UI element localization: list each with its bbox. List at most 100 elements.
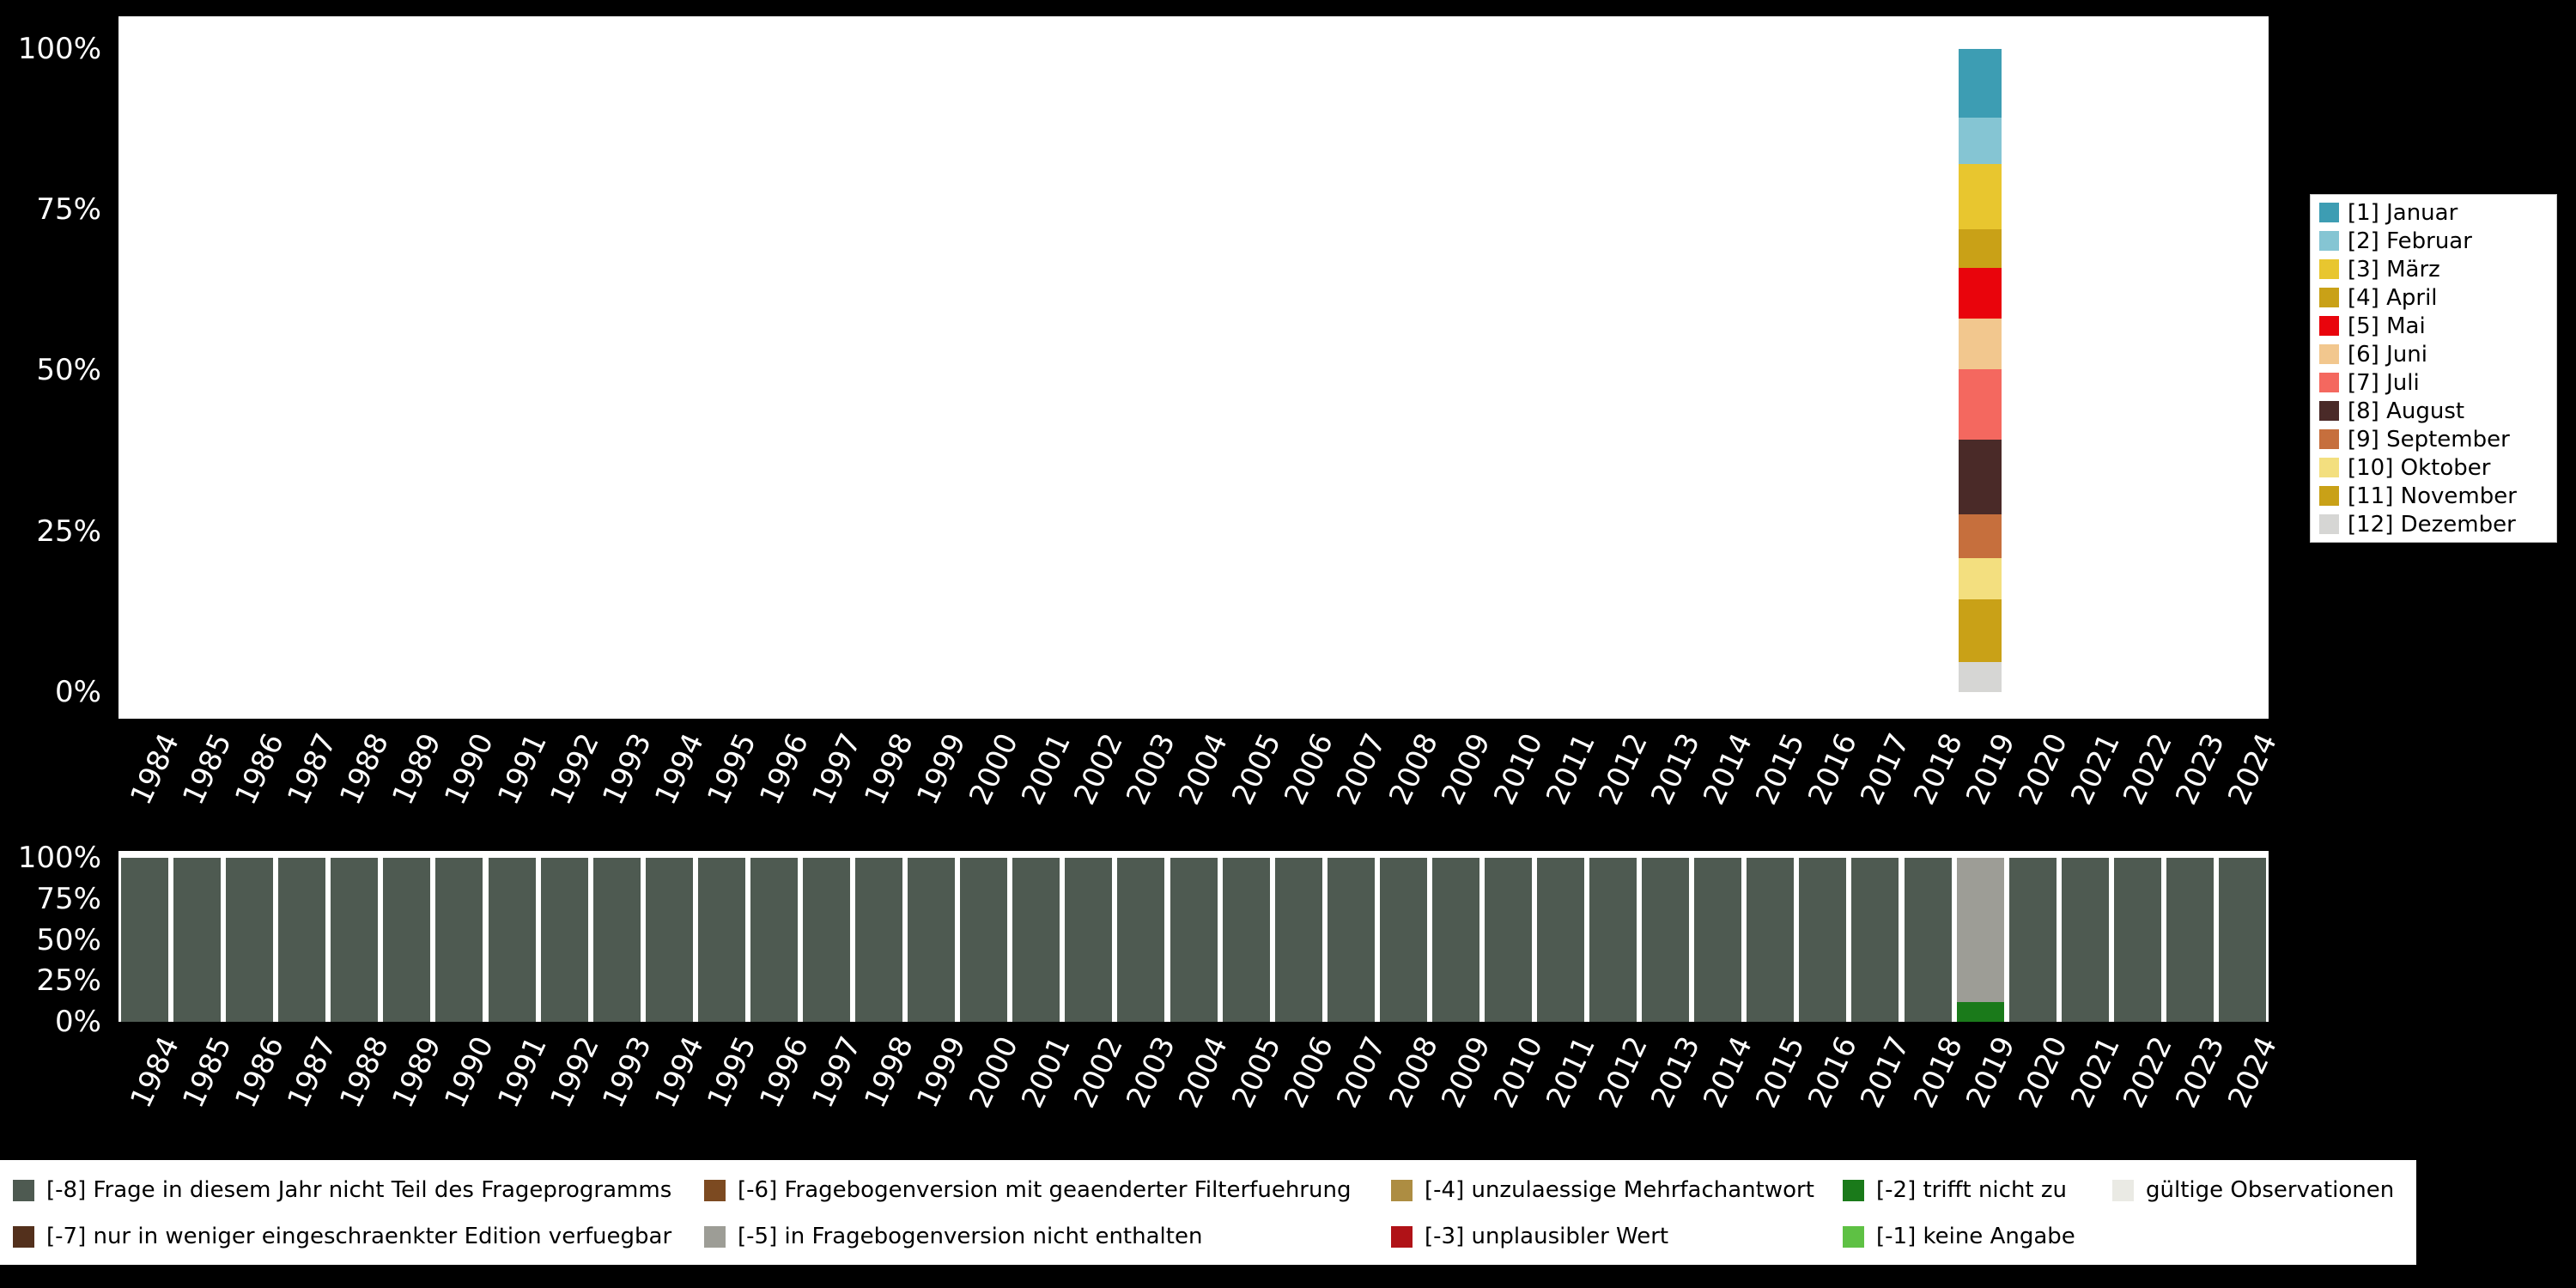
missing-chart-xtick-label: 2004	[1172, 1031, 1236, 1114]
month-chart-xtick-label: 2024	[2221, 728, 2284, 811]
legend-color-swatch	[1843, 1225, 1864, 1248]
month-chart-xtick-label: 2010	[1487, 728, 1550, 811]
month-chart-xtick-label: 2023	[2169, 728, 2232, 811]
legend-color-swatch	[1391, 1179, 1413, 1201]
month-chart-xtick-label: 2005	[1224, 728, 1288, 811]
missing-segment	[1589, 858, 1637, 1022]
missing-legend-item: [-5] in Fragebogenversion nicht enthalte…	[704, 1224, 1202, 1249]
missing-chart-xtick-label: 2013	[1644, 1031, 1708, 1114]
missing-bar	[121, 858, 169, 1022]
month-chart-xtick-label: 2007	[1329, 728, 1393, 811]
month-chart-xtick-label: 1984	[124, 728, 186, 811]
month-stacked-bar-2019	[1959, 49, 2002, 692]
month-legend: [1] Januar [2] Februar [3] März [4] April [5…	[2310, 194, 2557, 543]
month-chart-xtick-label: 2008	[1382, 728, 1445, 811]
missing-bar	[383, 858, 431, 1022]
missing-segment	[1956, 858, 2004, 1002]
month-chart-xtick-label: 2020	[2011, 728, 2075, 811]
missing-chart-xtick-label: 1991	[490, 1031, 554, 1114]
missing-chart-xtick-label: 2014	[1697, 1031, 1760, 1114]
missing-chart-xtick-label: 2022	[2116, 1031, 2179, 1114]
legend-color-swatch	[2319, 259, 2339, 279]
month-chart-xtick-label: 2003	[1120, 728, 1183, 811]
legend-color-swatch	[704, 1225, 726, 1248]
month-legend-item: [8] August	[2319, 397, 2548, 425]
missing-bar	[1589, 858, 1637, 1022]
month-segment	[1959, 599, 2002, 662]
legend-color-swatch	[2319, 486, 2339, 506]
missing-chart-xtick-label: 1984	[124, 1031, 186, 1114]
missing-bar	[592, 858, 641, 1022]
month-legend-item: [7] Juli	[2319, 368, 2548, 397]
missing-chart-xtick-label: 2012	[1592, 1031, 1656, 1114]
month-legend-label: [8] August	[2348, 398, 2465, 424]
legend-color-swatch	[2319, 316, 2339, 336]
legend-color-swatch	[2319, 288, 2339, 307]
month-legend-label: [7] Juli	[2348, 369, 2420, 396]
missing-legend-item: [-7] nur in weniger eingeschraenkter Edi…	[13, 1224, 671, 1249]
month-segment	[1959, 319, 2002, 369]
missing-segment	[1327, 858, 1375, 1022]
missing-bar	[1065, 858, 1113, 1022]
month-chart-xtick-label: 2009	[1434, 728, 1498, 811]
month-chart-xtick-label: 1998	[858, 728, 921, 811]
missing-bar	[1956, 858, 2004, 1022]
missing-segment	[697, 858, 745, 1022]
missing-chart-xtick-label: 2019	[1959, 1031, 2022, 1114]
month-legend-item: [10] Oktober	[2319, 453, 2548, 482]
month-chart-xtick-label: 2019	[1959, 728, 2022, 811]
missing-chart-xtick-label: 2007	[1329, 1031, 1393, 1114]
missing-chart-xtick-label: 2024	[2221, 1031, 2284, 1114]
month-chart-ytick-label: 100%	[17, 32, 101, 66]
missing-segment	[488, 858, 536, 1022]
month-segment	[1959, 268, 2002, 319]
missing-bar	[540, 858, 588, 1022]
missing-chart-xtick-label: 1986	[228, 1031, 292, 1114]
missing-bar	[1799, 858, 1847, 1022]
missing-chart-xtick-label: 1997	[805, 1031, 868, 1114]
missing-chart-ytick-label: 25%	[36, 963, 101, 998]
missing-bar	[855, 858, 903, 1022]
month-segment	[1959, 49, 2002, 118]
missing-segment	[1799, 858, 1847, 1022]
missing-legend-label: [-8] Frage in diesem Jahr nicht Teil des…	[46, 1177, 672, 1203]
month-chart-xtick-label: 2012	[1592, 728, 1656, 811]
missing-segment	[1012, 858, 1060, 1022]
missing-legend-label: [-6] Fragebogenversion mit geaenderter F…	[738, 1177, 1352, 1203]
missing-chart-xtick-label: 1992	[543, 1031, 606, 1114]
month-legend-item: [1] Januar	[2319, 198, 2548, 227]
missing-legend-label: [-2] trifft nicht zu	[1876, 1177, 2068, 1203]
missing-chart-xtick-label: 2015	[1749, 1031, 1813, 1114]
month-chart-ytick-label: 50%	[36, 353, 101, 387]
month-chart-xtick-label: 2015	[1749, 728, 1813, 811]
month-legend-item: [11] November	[2319, 482, 2548, 510]
missing-bar	[1274, 858, 1322, 1022]
missing-chart-xtick-label: 2005	[1224, 1031, 1288, 1114]
month-legend-label: [2] Februar	[2348, 228, 2472, 254]
missing-segment	[1851, 858, 1899, 1022]
missing-segment	[540, 858, 588, 1022]
missing-chart-xtick-label: 1990	[438, 1031, 501, 1114]
missing-bar	[1694, 858, 1742, 1022]
missing-chart-xtick-label: 2021	[2063, 1031, 2127, 1114]
month-chart-xtick-label: 2006	[1277, 728, 1340, 811]
month-segment	[1959, 118, 2002, 164]
missing-segment	[1694, 858, 1742, 1022]
missing-chart-xtick-label: 1987	[281, 1031, 344, 1114]
missing-legend-item: gültige Observationen	[2112, 1177, 2394, 1203]
missing-chart-xtick-label: 2008	[1382, 1031, 1445, 1114]
month-chart-xtick-label: 2004	[1172, 728, 1236, 811]
legend-color-swatch	[2319, 401, 2339, 421]
missing-chart-xtick-label: 2011	[1540, 1031, 1602, 1114]
missing-bar	[331, 858, 379, 1022]
missing-chart-xtick-label: 1999	[910, 1031, 974, 1114]
legend-color-swatch	[2319, 514, 2339, 534]
missing-legend-label: [-5] in Fragebogenversion nicht enthalte…	[738, 1224, 1203, 1249]
month-legend-item: [3] März	[2319, 255, 2548, 283]
missing-chart-xtick-label: 2017	[1854, 1031, 1917, 1114]
missing-bar	[802, 858, 850, 1022]
missing-chart-xtick-label: 2010	[1487, 1031, 1550, 1114]
missing-bar	[1851, 858, 1899, 1022]
missing-segment	[908, 858, 956, 1022]
month-segment	[1959, 558, 2002, 599]
